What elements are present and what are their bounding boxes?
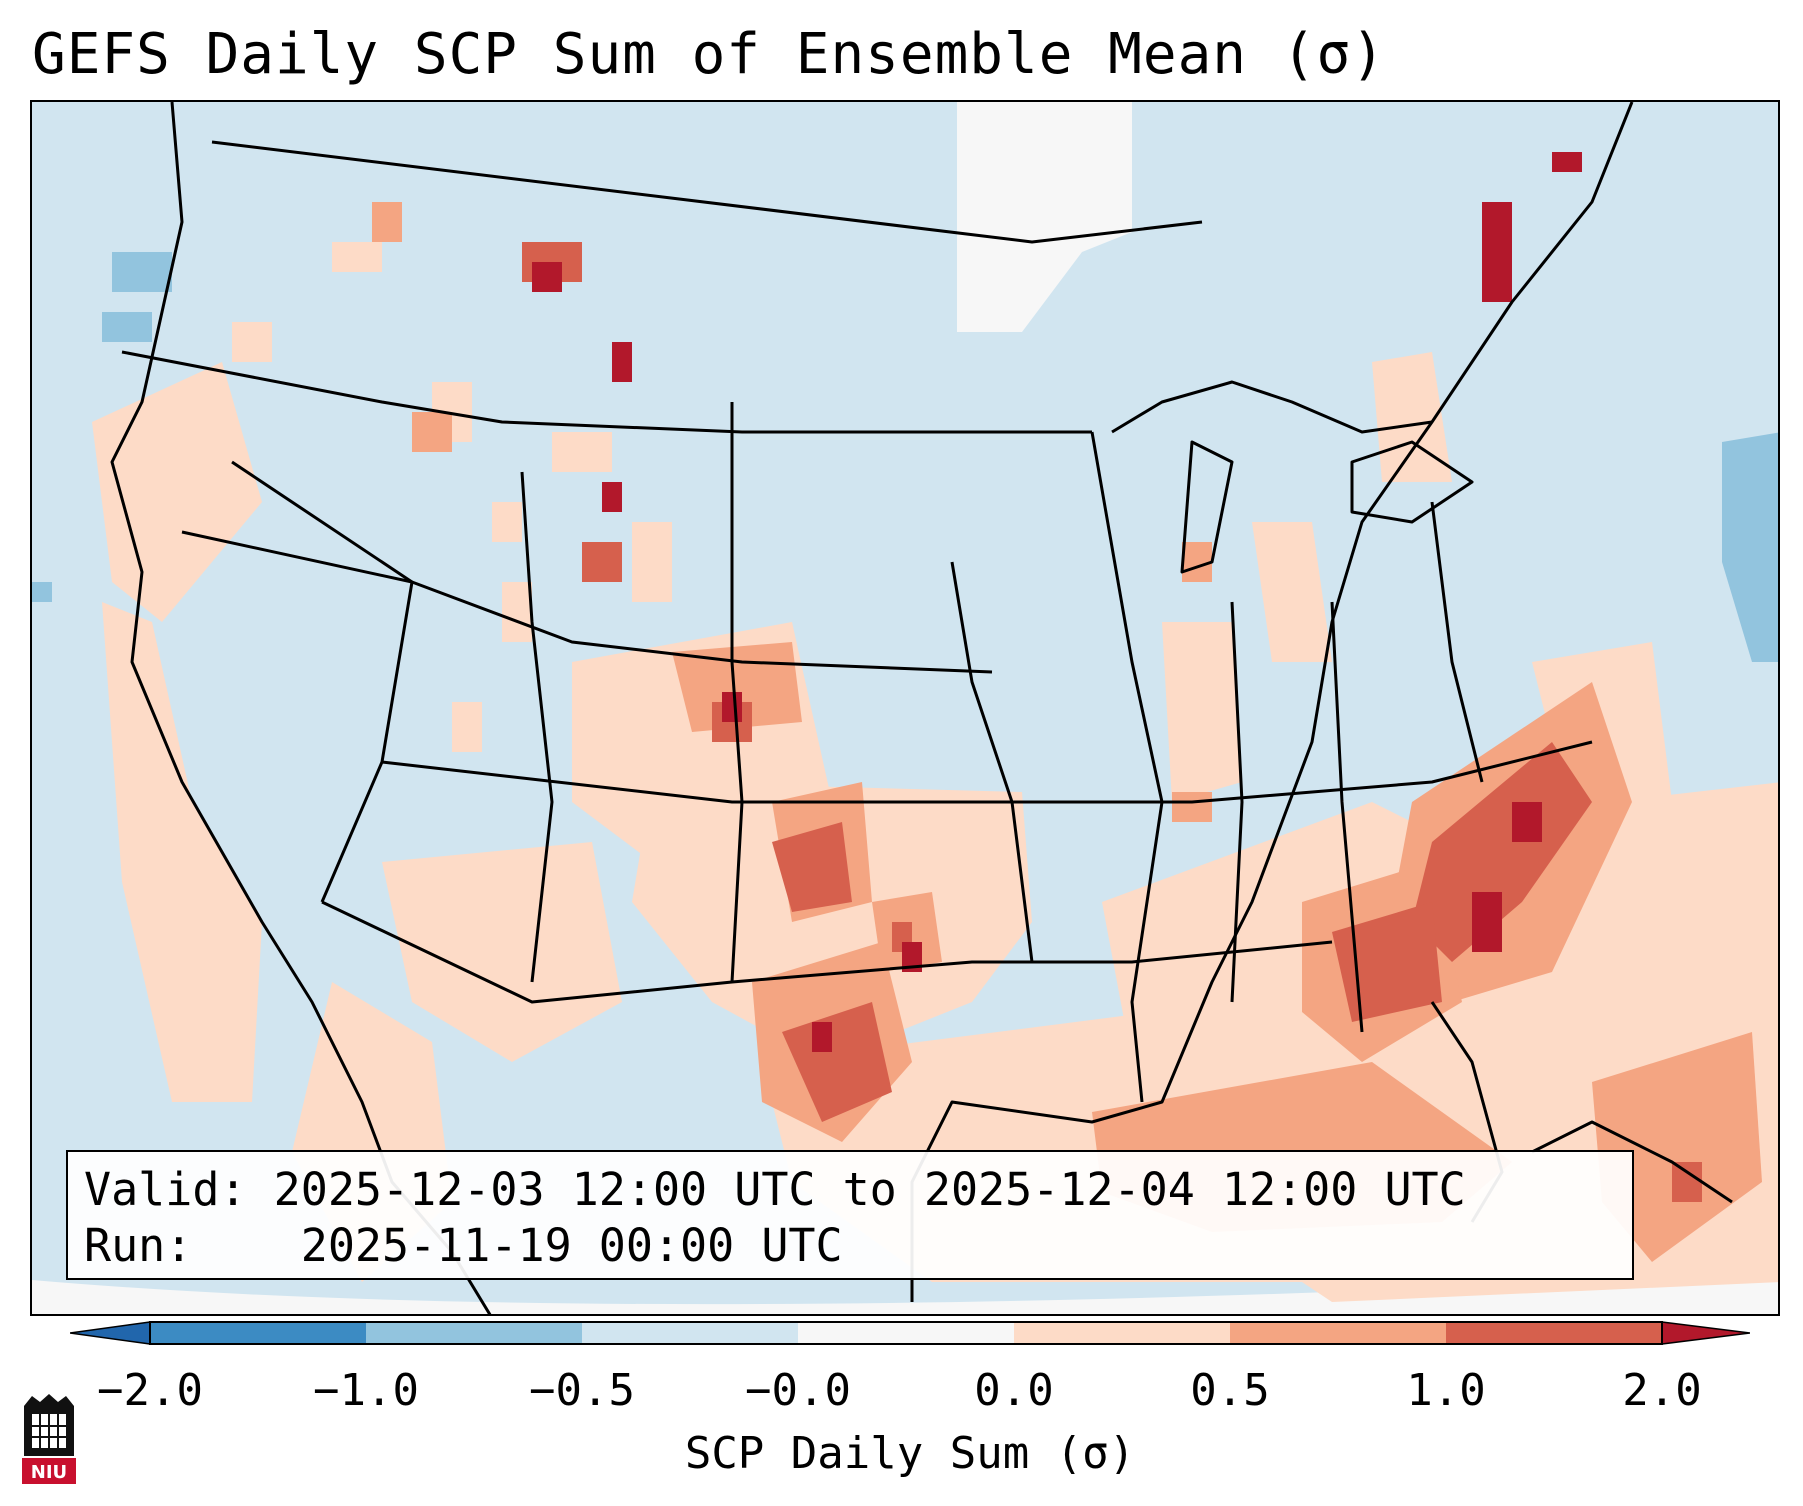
valid-label: Valid: [84, 1163, 247, 1216]
colorbar-tick-label: 0.0 [974, 1365, 1054, 1416]
colorbar-bin-3 [582, 1322, 798, 1344]
page-title: GEFS Daily SCP Sum of Ensemble Mean (σ) [32, 22, 1386, 87]
colorbar-bin-2 [366, 1322, 582, 1344]
field-negative [32, 252, 1778, 662]
colorbar-tick-label: 2.0 [1622, 1365, 1702, 1416]
valid-range: 2025-12-03 12:00 UTC to 2025-12-04 12:00… [273, 1163, 1466, 1216]
colorbar-bin-1 [150, 1322, 366, 1344]
boundaries [110, 102, 1733, 1314]
colorbar-outline [149, 1321, 1663, 1345]
lake-erie-ontario [1350, 440, 1474, 524]
colorbar-tick-label: −0.5 [529, 1365, 635, 1416]
colorbar-over-arrow [1661, 1321, 1750, 1345]
colorbar-bin-6 [1230, 1322, 1446, 1344]
east-gulf-coastline [910, 102, 1634, 1302]
colorbar-under-arrow [70, 1321, 151, 1345]
colorbar [70, 1321, 1750, 1345]
colorbar-bin-7 [1446, 1322, 1662, 1344]
colorbar-tick-label: 0.5 [1190, 1365, 1270, 1416]
domain-edge-bottom [32, 1272, 1778, 1314]
run-time: 2025-11-19 00:00 UTC [300, 1219, 843, 1272]
map-svg [32, 102, 1778, 1314]
great-lakes-outline [1111, 380, 1433, 434]
colorbar-bin-4 [798, 1322, 1014, 1344]
valid-run-info-box: Valid: 2025-12-03 12:00 UTC to 2025-12-0… [66, 1150, 1634, 1280]
cuba-outline [1531, 1120, 1733, 1204]
colorbar-tick-label: −2.0 [97, 1365, 203, 1416]
colorbar-tick-label: −1.0 [313, 1365, 419, 1416]
run-label: Run: [84, 1219, 193, 1272]
map-panel [30, 100, 1780, 1316]
colorbar-tick-label: 1.0 [1406, 1365, 1486, 1416]
field-max-positive [532, 152, 1582, 1052]
lake-michigan [1180, 440, 1234, 574]
niu-logo-icon: NIU [22, 1394, 76, 1484]
canada-border [211, 140, 1203, 244]
colorbar-title: SCP Daily Sum (σ) [684, 1428, 1136, 1479]
colorbar-tick-label: −0.0 [745, 1365, 851, 1416]
colorbar-bin-5 [1014, 1322, 1230, 1344]
logo-text: NIU [31, 1462, 67, 1483]
neutral-region-north [957, 102, 1132, 332]
field-high-positive [522, 242, 1702, 1202]
